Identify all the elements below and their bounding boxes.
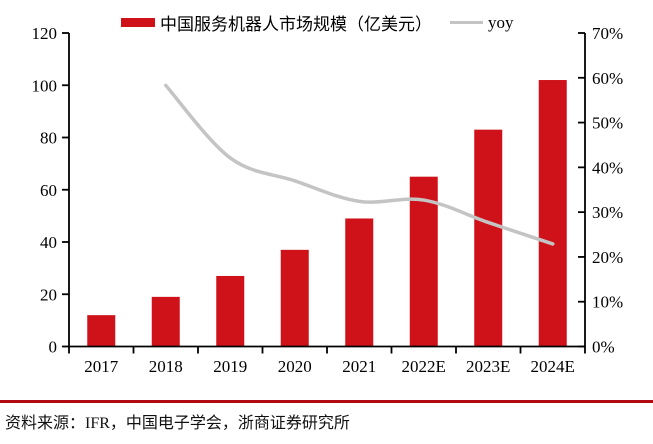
bar-2020 [280,249,309,347]
right-axis-tick-label: 60% [592,69,623,88]
right-axis-tick-label: 50% [592,114,623,133]
left-axis-tick-label: 120 [32,24,58,43]
chart-legend: 中国服务机器人市场规模（亿美元） yoy [121,10,514,35]
right-axis-tick-label: 30% [592,203,623,222]
x-axis-category-label: 2022E [402,357,446,376]
source-divider-rule [0,400,653,403]
legend-bar-label: 中国服务机器人市场规模（亿美元） [160,15,432,34]
chart-canvas: 0 20 40 60 80 100 120 0% 10% 20% 30% 40% 50% 60% 70% 20… [32,24,624,376]
bar-2018 [151,296,180,347]
x-axis-category-label: 2024E [531,357,575,376]
source-text: 资料来源：IFR，中国电子学会，浙商证券研究所 [5,415,350,432]
x-axis-category-label: 2018 [149,357,183,376]
bar-2017 [87,315,116,347]
right-axis-tick-label: 0% [592,338,615,357]
x-axis-category-label: 2023E [466,357,510,376]
right-axis-tick-label: 70% [592,24,623,43]
legend-yoy-label: yoy [488,12,514,32]
right-axis-tick-label: 20% [592,248,623,267]
left-axis-tick-label: 40 [40,233,57,252]
right-axis-tick-label: 40% [592,158,623,177]
left-axis-tick-label: 100 [32,76,58,95]
x-axis-category-label: 2017 [84,357,119,376]
bar-2021 [345,218,374,347]
x-axis-category-label: 2021 [342,357,376,376]
x-axis-category-label: 2020 [278,357,312,376]
right-axis-tick-label: 10% [592,293,623,312]
bar-2019 [216,275,245,347]
x-axis-category-label: 2019 [213,357,247,376]
bar-2022E [409,176,438,347]
left-axis-tick-label: 60 [40,181,57,200]
yoy-line [164,83,555,246]
legend-bar-swatch [121,18,155,27]
left-axis-tick-label: 0 [49,338,58,357]
left-axis-tick-label: 80 [40,129,57,148]
left-axis-tick-label: 20 [40,285,57,304]
bar-2024E [538,80,567,347]
legend-line-swatch [450,21,483,24]
bar-2023E [474,129,503,347]
